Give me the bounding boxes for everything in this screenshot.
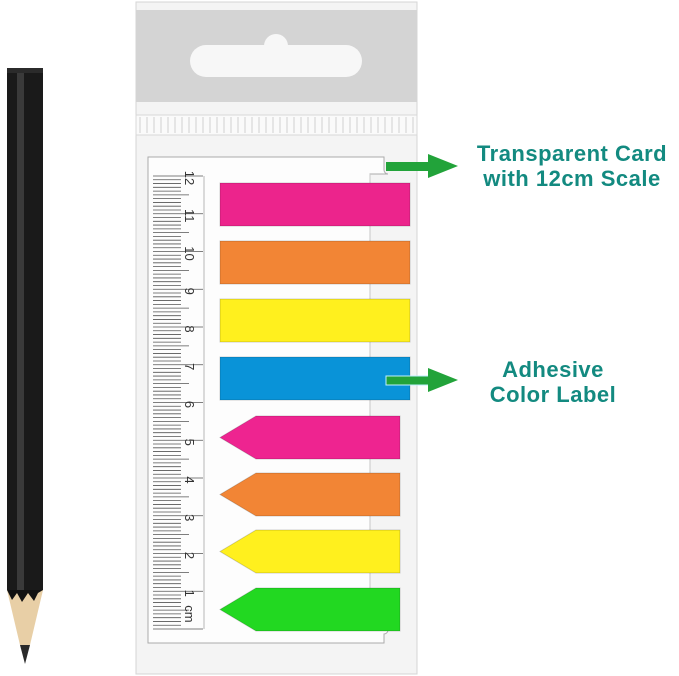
callout-arrow-card	[386, 154, 458, 178]
callout-label-line2: Color Label	[489, 382, 617, 407]
flag-arrow	[219, 529, 401, 574]
ruler-number: 5	[182, 439, 197, 446]
flag-arrow	[219, 472, 401, 517]
pencil	[7, 68, 43, 664]
ruler-number: 2	[182, 552, 197, 559]
ruler-number: 8	[182, 325, 197, 332]
ruler-number: 12	[182, 171, 197, 185]
pencil-lead	[20, 645, 30, 664]
ruler-number: 6	[182, 401, 197, 408]
perforation	[135, 114, 418, 136]
ruler-number: 10	[182, 246, 197, 260]
flag-labels	[219, 182, 411, 632]
flag-rectangle	[219, 356, 411, 401]
ruler-number: 7	[182, 363, 197, 370]
flag-arrow	[219, 415, 401, 460]
hang-hole	[190, 45, 362, 77]
ruler-number: 4	[182, 476, 197, 483]
callout-card-line1: Transparent Card	[476, 141, 668, 166]
flag-rectangle	[219, 240, 411, 285]
ruler-number: 1	[182, 590, 197, 597]
flag-arrow	[219, 587, 401, 632]
ruler-unit-label: cm	[182, 605, 197, 622]
callout-adhesive-label: Adhesive Color Label	[468, 357, 638, 407]
callout-transparent-card: Transparent Card with 12cm Scale	[462, 141, 679, 191]
ruler-number: 3	[182, 514, 197, 521]
callout-card-line2: with 12cm Scale	[483, 166, 661, 191]
ruler-number: 11	[182, 209, 197, 223]
pencil-wood	[7, 590, 43, 645]
callout-label-line1: Adhesive	[502, 357, 604, 382]
flag-rectangle	[219, 298, 411, 343]
callout-arrow-label	[385, 368, 458, 392]
ruler-number: 9	[182, 288, 197, 295]
pencil-body	[7, 70, 43, 590]
flag-rectangle	[219, 182, 411, 227]
